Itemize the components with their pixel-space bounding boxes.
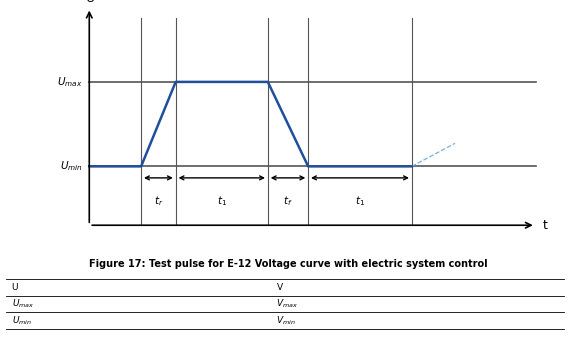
Text: $t_1$: $t_1$ <box>355 195 365 208</box>
Text: $U_{min}$: $U_{min}$ <box>12 315 32 327</box>
Text: Figure 17: Test pulse for E-12 Voltage curve with electric system control: Figure 17: Test pulse for E-12 Voltage c… <box>89 259 487 269</box>
Text: $U_{min}$: $U_{min}$ <box>59 159 82 173</box>
Text: $U_{max}$: $U_{max}$ <box>12 298 34 311</box>
Text: U: U <box>12 283 18 292</box>
Text: $t_r$: $t_r$ <box>154 195 163 208</box>
Text: $V_{max}$: $V_{max}$ <box>276 298 298 311</box>
Text: $t_1$: $t_1$ <box>217 195 227 208</box>
Text: U: U <box>86 0 95 5</box>
Text: $V_{min}$: $V_{min}$ <box>276 315 296 327</box>
Text: t: t <box>543 219 547 232</box>
Text: $U_{max}$: $U_{max}$ <box>57 75 82 89</box>
Text: V: V <box>276 283 283 292</box>
Text: $t_f$: $t_f$ <box>283 195 293 208</box>
